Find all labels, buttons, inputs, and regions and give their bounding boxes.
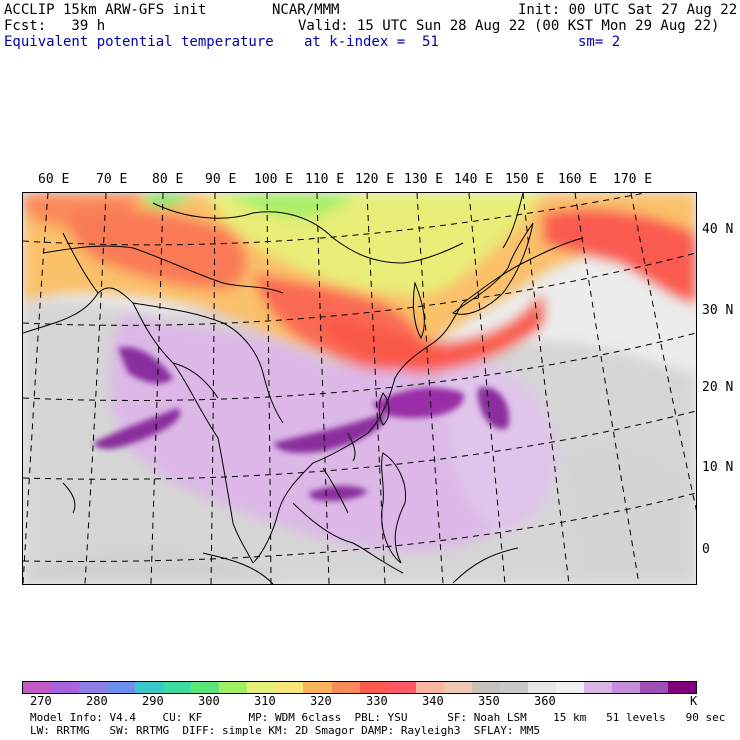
colorbar-tick: 300 — [198, 694, 220, 708]
colorbar-swatch — [415, 682, 444, 693]
lon-label: 100 E — [254, 172, 294, 187]
colorbar-swatch — [331, 682, 360, 693]
lat-label: 20 N — [702, 380, 734, 395]
lon-label: 140 E — [454, 172, 494, 187]
model-title: ACCLIP 15km ARW-GFS init — [4, 2, 207, 18]
colorbar-swatch — [79, 682, 108, 693]
colorbar-swatch — [51, 682, 80, 693]
lon-label: 80 E — [152, 172, 184, 187]
colorbar-swatch — [275, 682, 304, 693]
colorbar-swatch — [668, 682, 697, 693]
colorbar-tick: 290 — [142, 694, 164, 708]
colorbar-tick: 360 — [534, 694, 556, 708]
colorbar-swatch — [471, 682, 500, 693]
colorbar-swatch — [247, 682, 276, 693]
field-name: Equivalent potential temperature — [4, 34, 274, 50]
colorbar-tick: 270 — [30, 694, 52, 708]
lon-label: 130 E — [404, 172, 444, 187]
equivalent-potential-temperature-map — [22, 192, 697, 585]
colorbar-swatch — [611, 682, 641, 693]
colorbar-swatch — [555, 682, 584, 693]
lon-label: 120 E — [355, 172, 395, 187]
lat-label: 0 — [702, 542, 710, 557]
theta-e-field — [23, 193, 696, 584]
lon-label: 150 E — [505, 172, 545, 187]
lon-label: 60 E — [38, 172, 70, 187]
lon-label: 170 E — [613, 172, 653, 187]
colorbar-tick: 340 — [422, 694, 444, 708]
colorbar-swatch — [163, 682, 192, 693]
coastlines-borders — [23, 193, 584, 584]
colorbar-tick: 350 — [478, 694, 500, 708]
lon-label: 160 E — [558, 172, 598, 187]
colorbar-swatch — [303, 682, 332, 693]
high-theta-e-bands — [93, 347, 509, 501]
forecast-hour: Fcst: 39 h — [4, 18, 106, 34]
colorbar-swatch — [23, 682, 52, 693]
lat-label: 30 N — [702, 303, 734, 318]
colorbar-swatch — [359, 682, 388, 693]
colorbar-swatch — [219, 682, 248, 693]
colorbar-units: K — [690, 694, 698, 708]
model-info-line2: LW: RRTMG SW: RRTMG DIFF: simple KM: 2D … — [30, 724, 540, 737]
colorbar-swatch — [499, 682, 528, 693]
level-info: at k-index = 51 — [304, 34, 439, 50]
smoothing-info: sm= 2 — [578, 34, 621, 50]
colorbar — [22, 681, 697, 694]
colorbar-tick: 280 — [86, 694, 108, 708]
lat-label: 40 N — [702, 222, 734, 237]
colorbar-tick: 320 — [310, 694, 332, 708]
colorbar-swatch — [387, 682, 416, 693]
lon-label: 90 E — [205, 172, 237, 187]
colorbar-swatch — [583, 682, 612, 693]
producer-label: NCAR/MMM — [272, 2, 340, 18]
model-info-line1: Model Info: V4.4 CU: KF MP: WDM 6class P… — [30, 711, 726, 724]
colorbar-swatch — [443, 682, 472, 693]
lat-label: 10 N — [702, 460, 734, 475]
colorbar-swatch — [527, 682, 556, 693]
colorbar-swatch — [107, 682, 136, 693]
lon-label: 70 E — [96, 172, 128, 187]
lon-label: 110 E — [305, 172, 345, 187]
colorbar-tick: 330 — [366, 694, 388, 708]
init-time: Init: 00 UTC Sat 27 Aug 22 — [518, 2, 738, 18]
valid-time: Valid: 15 UTC Sun 28 Aug 22 (00 KST Mon … — [298, 18, 720, 34]
colorbar-tick: 310 — [254, 694, 276, 708]
map-canvas — [23, 193, 696, 584]
colorbar-swatch — [191, 682, 220, 693]
colorbar-swatch — [135, 682, 164, 693]
colorbar-swatch — [640, 682, 669, 693]
